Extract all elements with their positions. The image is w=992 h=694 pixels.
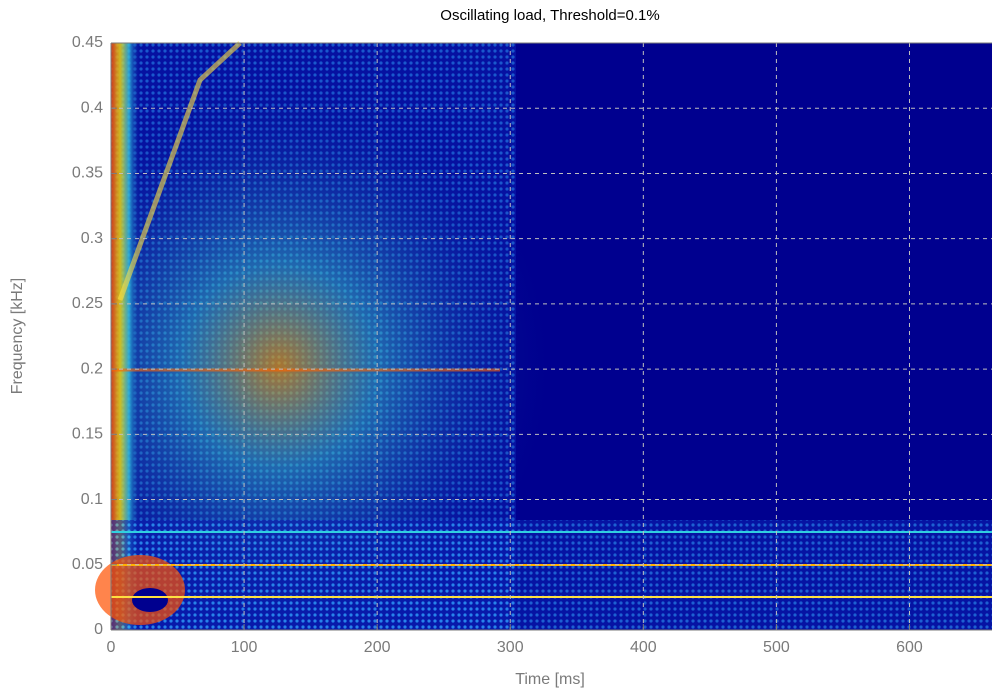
x-tick-label: 300 xyxy=(497,639,524,656)
y-tick-label: 0.35 xyxy=(72,165,103,182)
x-tick-label: 100 xyxy=(231,639,258,656)
x-tick-label: 600 xyxy=(896,639,923,656)
y-tick-label: 0.05 xyxy=(72,556,103,573)
y-axis-label: Frequency [kHz] xyxy=(9,278,26,394)
y-tick-label: 0.2 xyxy=(81,360,103,377)
chart-title: Oscillating load, Threshold=0.1% xyxy=(440,7,659,24)
y-tick-label: 0 xyxy=(94,621,103,638)
x-tick-label: 200 xyxy=(364,639,391,656)
x-tick-label: 500 xyxy=(763,639,790,656)
y-tick-label: 0.45 xyxy=(72,34,103,51)
heatmap-image xyxy=(95,41,992,630)
y-tick-label: 0.3 xyxy=(81,230,103,247)
x-tick-label: 0 xyxy=(107,639,116,656)
y-tick-label: 0.4 xyxy=(81,99,103,116)
y-tick-label: 0.25 xyxy=(72,295,103,312)
x-axis-label: Time [ms] xyxy=(515,671,585,688)
y-tick-label: 0.1 xyxy=(81,491,103,508)
x-tick-label: 400 xyxy=(630,639,657,656)
y-tick-label: 0.15 xyxy=(72,426,103,443)
